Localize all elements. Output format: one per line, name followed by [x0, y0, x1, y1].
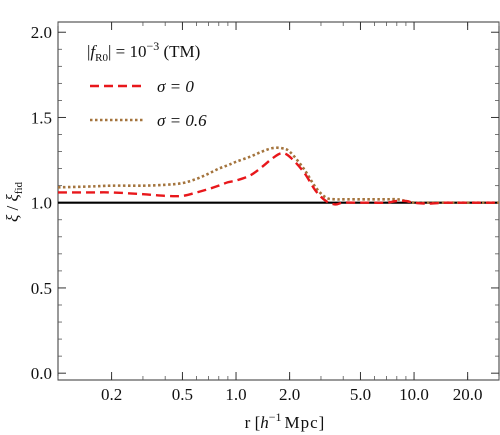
x-tick-label: 20.0 [453, 385, 483, 404]
legend-label-sigma-0: σ = 0 [157, 77, 194, 96]
y-tick-label: 0.5 [31, 279, 52, 298]
legend-header-bar: | [87, 42, 90, 61]
series-layer [57, 146, 499, 206]
x-tick-label: 10.0 [399, 385, 429, 404]
y-label-xi: ξ [3, 214, 22, 222]
legend-header-tail: (TM) [159, 42, 200, 61]
x-label-h: h [260, 413, 269, 432]
x-tick-label: 0.5 [172, 385, 193, 404]
legend: |fR0| = 10−3 (TM) σ = 0 σ = 0.6 [87, 39, 207, 130]
x-tick-labels: 0.2 0.5 1.0 2.0 5.0 10.0 20.0 [101, 385, 483, 404]
x-label-prefix: r [ [245, 413, 261, 432]
x-tick-label: 1.0 [225, 385, 246, 404]
y-tick-label: 1.5 [31, 108, 52, 127]
x-axis-label: r [h−1 Mpc] [245, 410, 326, 432]
x-tick-label: 0.2 [101, 385, 122, 404]
y-axis-label: ξ / ξfid [3, 181, 25, 222]
series-line-sigma-0.6 [57, 146, 499, 205]
y-label-sub: fid [13, 181, 25, 194]
y-tick-labels: 0.0 0.5 1.0 1.5 2.0 [31, 23, 52, 383]
legend-header-exp: −3 [146, 39, 159, 53]
series-line-sigma-0 [58, 152, 499, 206]
x-label-suffix: Mpc] [285, 413, 326, 432]
y-label-xi2: ξ [3, 194, 22, 202]
legend-header-f: f [90, 42, 97, 61]
y-tick-label: 1.0 [31, 194, 52, 213]
y-tick-label: 0.0 [31, 364, 52, 383]
y-tick-label: 2.0 [31, 23, 52, 42]
grid-and-frame [57, 21, 500, 381]
y-label-slash: / [3, 202, 22, 215]
legend-header: |fR0| = 10−3 (TM) [87, 39, 200, 64]
x-tick-label: 2.0 [279, 385, 300, 404]
legend-header-sub: R0 [95, 52, 108, 64]
legend-header-mid: | = 10 [108, 42, 147, 61]
minor-ticks [57, 22, 500, 380]
plot-frame [57, 21, 500, 381]
legend-label-sigma-0.6: σ = 0.6 [157, 111, 207, 130]
x-label-exp: −1 [269, 410, 282, 424]
major-ticks [58, 22, 499, 380]
x-tick-label: 5.0 [350, 385, 371, 404]
